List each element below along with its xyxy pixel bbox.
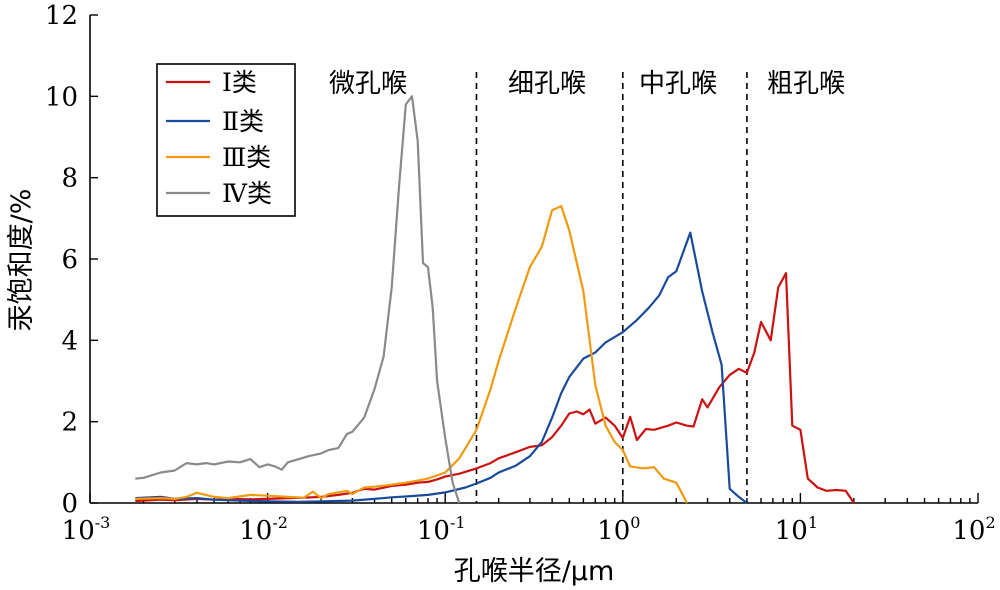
series-line-3 <box>135 205 688 504</box>
x-tick-label-0: 10-3 <box>62 513 111 546</box>
legend-label-1: Ⅰ类 <box>222 68 257 97</box>
y-tick-label-1: 2 <box>61 408 78 438</box>
y-tick-label-3: 6 <box>61 245 78 275</box>
region-label-micro: 微孔喉 <box>329 69 407 99</box>
x-tick-label-3: 100 <box>597 513 640 546</box>
y-axis-title: 汞饱和度/% <box>6 189 37 332</box>
x-tick-label-5: 102 <box>952 513 995 546</box>
x-tick-label-1: 10-2 <box>239 513 288 546</box>
legend-box <box>156 63 296 217</box>
x-ticks: 10-3 10-2 10-1 100 101 102 <box>62 493 996 546</box>
y-tick-label-4: 8 <box>61 164 78 194</box>
series-group <box>135 95 855 504</box>
x-axis-title: 孔喉半径/μm <box>454 556 615 587</box>
y-tick-label-5: 10 <box>45 82 78 112</box>
series-line-4 <box>135 95 461 504</box>
region-dividers <box>475 72 748 503</box>
region-label-fine: 细孔喉 <box>508 69 586 99</box>
y-tick-label-0: 0 <box>61 489 78 519</box>
region-label-medium: 中孔喉 <box>639 69 717 99</box>
legend-label-2: Ⅱ类 <box>222 107 264 136</box>
region-label-coarse: 粗孔喉 <box>767 69 845 99</box>
x-tick-label-2: 10-1 <box>417 513 466 546</box>
x-tick-label-4: 101 <box>775 513 818 546</box>
series-line-2 <box>135 231 748 504</box>
legend-label-4: Ⅳ类 <box>222 179 272 208</box>
series-line-1 <box>135 272 855 504</box>
y-tick-label-2: 4 <box>61 326 78 356</box>
y-tick-label-6: 12 <box>45 1 78 31</box>
legend-label-3: Ⅲ类 <box>222 143 271 172</box>
y-ticks: 0 2 4 6 8 10 12 <box>45 1 98 519</box>
legend: Ⅰ类 Ⅱ类 Ⅲ类 Ⅳ类 <box>156 63 296 217</box>
